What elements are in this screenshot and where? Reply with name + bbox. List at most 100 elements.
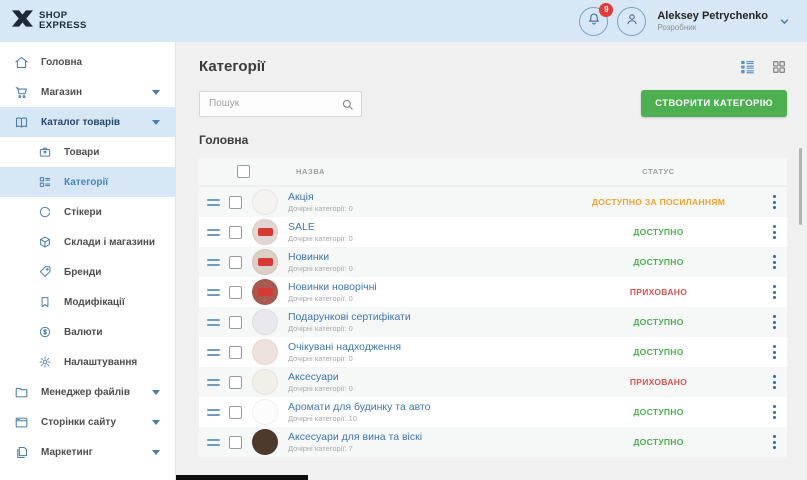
sidebar-item-home[interactable]: Головна	[0, 47, 175, 77]
category-avatar	[252, 309, 278, 335]
create-category-button[interactable]: СТВОРИТИ КАТЕГОРІЮ	[641, 90, 787, 117]
modifications-icon	[36, 295, 53, 309]
row-checkbox[interactable]	[229, 435, 242, 449]
notification-count-badge: 9	[599, 2, 614, 17]
sidebar-item-modifications[interactable]: Модифікації	[0, 287, 175, 317]
chevron-down-icon	[152, 419, 160, 425]
row-checkbox[interactable]	[229, 375, 242, 389]
profile-button[interactable]	[617, 6, 647, 36]
sidebar-item-label: Головна	[41, 56, 83, 68]
drag-handle-icon[interactable]	[207, 198, 229, 206]
table-header: НАЗВА СТАТУС	[199, 158, 787, 185]
row-checkbox[interactable]	[229, 195, 242, 209]
pages-icon	[13, 415, 30, 430]
sidebar-item-currencies[interactable]: Валюти	[0, 317, 175, 347]
category-name-link[interactable]: Акція	[288, 191, 314, 203]
sidebar-item-site-pages[interactable]: Сторінки сайту	[0, 407, 175, 437]
kebab-menu-icon[interactable]	[761, 195, 787, 209]
sidebar-item-categories[interactable]: Категорії	[0, 167, 175, 197]
sidebar-item-brands[interactable]: Бренди	[0, 257, 175, 287]
avatar-sale-badge	[257, 228, 273, 236]
category-name-link[interactable]: Новинки	[288, 251, 330, 263]
sidebar: Головна Магазин Каталог товарів Товари Катег…	[0, 42, 176, 480]
category-children-count: Дочірні категорії: 0	[288, 354, 353, 363]
category-name-link[interactable]: Аромати для будинку та авто	[288, 401, 431, 413]
category-avatar	[252, 219, 278, 245]
user-menu-chevron-down-icon[interactable]	[778, 15, 791, 28]
user-icon	[624, 11, 640, 32]
drag-handle-icon[interactable]	[207, 408, 229, 416]
row-checkbox[interactable]	[229, 315, 242, 329]
drag-handle-icon[interactable]	[207, 228, 229, 236]
category-avatar	[252, 369, 278, 395]
status-badge: ДОСТУПНО ЗА ПОСИЛАННЯМ	[591, 197, 726, 207]
row-checkbox[interactable]	[229, 255, 242, 269]
sidebar-item-settings[interactable]: Налаштування	[0, 347, 175, 377]
grid-view-toggle-icon[interactable]	[771, 59, 787, 75]
drag-handle-icon[interactable]	[207, 258, 229, 266]
category-name-link[interactable]: Новинки новорічні	[288, 281, 377, 293]
main-content: Категорії СТВОРИТИ КАТЕГОРІЮ Головна НАЗ…	[176, 42, 807, 480]
kebab-menu-icon[interactable]	[761, 225, 787, 239]
kebab-menu-icon[interactable]	[761, 345, 787, 359]
select-all-checkbox[interactable]	[237, 165, 250, 178]
drag-handle-icon[interactable]	[207, 438, 229, 446]
search-input[interactable]	[200, 91, 361, 116]
category-name-link[interactable]: Очікувані надходження	[288, 341, 402, 353]
drag-handle-icon[interactable]	[207, 348, 229, 356]
kebab-menu-icon[interactable]	[761, 255, 787, 269]
sidebar-item-catalog[interactable]: Каталог товарів	[0, 107, 175, 137]
status-badge: ПРИХОВАНО	[629, 377, 688, 387]
sidebar-item-label: Маркетинг	[41, 446, 93, 458]
table-row: Акція Дочірні категорії: 0 ДОСТУПНО ЗА П…	[199, 187, 787, 217]
category-name-link[interactable]: Аксесуари для вина та віскі	[288, 431, 423, 443]
home-icon	[13, 55, 30, 70]
sidebar-item-stickers[interactable]: Стікери	[0, 197, 175, 227]
sidebar-item-products[interactable]: Товари	[0, 137, 175, 167]
sidebar-item-files[interactable]: Менеджер файлів	[0, 377, 175, 407]
bell-icon	[586, 11, 602, 32]
search-box	[199, 90, 362, 117]
sidebar-item-warehouses[interactable]: Склади і магазини	[0, 227, 175, 257]
status-badge: ДОСТУПНО	[633, 317, 684, 327]
status-badge: ДОСТУПНО	[633, 347, 684, 357]
notifications-button[interactable]: 9	[579, 2, 614, 36]
sidebar-item-marketing[interactable]: Маркетинг	[0, 437, 175, 467]
kebab-menu-icon[interactable]	[761, 375, 787, 389]
list-view-toggle-icon[interactable]	[739, 58, 756, 75]
sidebar-item-shop[interactable]: Магазин	[0, 77, 175, 107]
category-name-link[interactable]: SALE	[288, 221, 315, 233]
kebab-menu-icon[interactable]	[761, 315, 787, 329]
sidebar-item-label: Магазин	[41, 86, 83, 98]
category-children-count: Дочірні категорії: 7	[288, 444, 353, 453]
scrollbar[interactable]	[799, 148, 802, 225]
row-checkbox[interactable]	[229, 285, 242, 299]
sidebar-item-label: Бренди	[64, 266, 102, 278]
drag-handle-icon[interactable]	[207, 288, 229, 296]
kebab-menu-icon[interactable]	[761, 435, 787, 449]
table-row: Аромати для будинку та авто Дочірні кате…	[199, 397, 787, 427]
sidebar-item-label: Товари	[64, 146, 100, 158]
category-name-link[interactable]: Аксесуари	[288, 371, 339, 383]
category-name-link[interactable]: Подарункові сертифікати	[288, 311, 411, 323]
sidebar-item-label: Сторінки сайту	[41, 416, 117, 428]
row-checkbox[interactable]	[229, 345, 242, 359]
categories-icon	[36, 175, 53, 189]
brand-logo[interactable]: SHOP EXPRESS	[12, 10, 87, 32]
kebab-menu-icon[interactable]	[761, 405, 787, 419]
warehouse-icon	[36, 235, 53, 249]
category-children-count: Дочірні категорії: 0	[288, 384, 353, 393]
category-avatar	[252, 279, 278, 305]
chevron-down-icon	[152, 119, 160, 125]
category-children-count: Дочірні категорії: 10	[288, 414, 357, 423]
table-row: Аксесуари для вина та віскі Дочірні кате…	[199, 427, 787, 457]
row-checkbox[interactable]	[229, 225, 242, 239]
drag-handle-icon[interactable]	[207, 318, 229, 326]
drag-handle-icon[interactable]	[207, 378, 229, 386]
chevron-down-icon	[152, 449, 160, 455]
table-row: Очікувані надходження Дочірні категорії:…	[199, 337, 787, 367]
kebab-menu-icon[interactable]	[761, 285, 787, 299]
row-checkbox[interactable]	[229, 405, 242, 419]
table-row: Аксесуари Дочірні категорії: 0 ПРИХОВАНО	[199, 367, 787, 397]
category-avatar	[252, 399, 278, 425]
